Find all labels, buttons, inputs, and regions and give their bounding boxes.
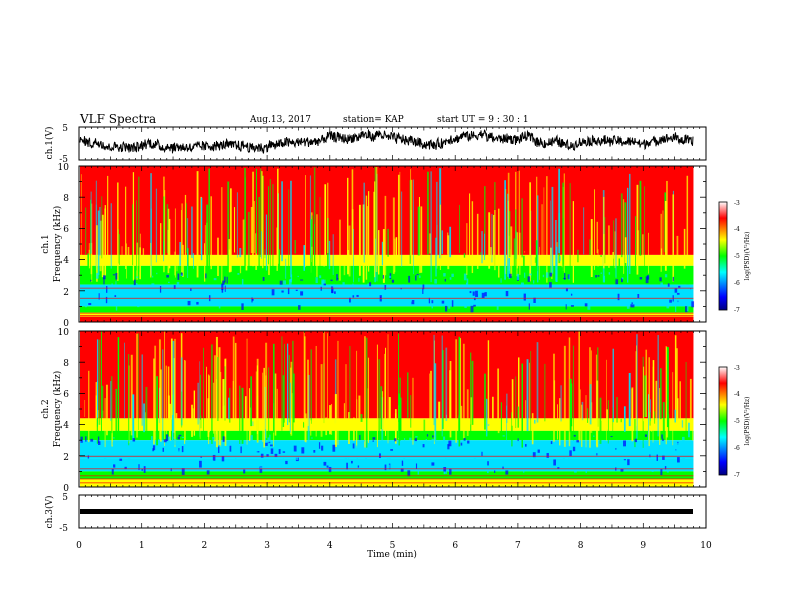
start-time-label: start UT = 9 : 30 : 1 <box>437 115 529 125</box>
spec2-ytick-8: 8 <box>63 359 69 369</box>
ch3-ytick-top: 5 <box>62 493 68 503</box>
ch3-ytick-bottom: -5 <box>59 524 68 534</box>
cb2-label: log(PSD)(V²/Hz) <box>744 397 751 446</box>
ch1-spectrogram-plot <box>80 166 695 322</box>
spec1-ytick-6: 6 <box>63 225 69 235</box>
ch1-waveform-trace <box>79 129 694 154</box>
xtick-8: 8 <box>578 541 584 551</box>
xtick-10: 10 <box>700 541 712 551</box>
spec1-ylabel-frequency: Frequency (kHz) <box>52 206 63 283</box>
ch3-waveform-trace <box>80 509 693 514</box>
cb2-tick-m5: -5 <box>734 418 740 425</box>
spec2-ylabel-frequency: Frequency (kHz) <box>52 371 63 448</box>
spec1-ytick-4: 4 <box>63 256 69 266</box>
ch3-ylabel: ch.3(V) <box>44 496 55 529</box>
spec1-ytick-0: 0 <box>63 319 69 329</box>
date-label: Aug.13, 2017 <box>250 115 311 125</box>
spec1-ylabel-channel: ch.1 <box>41 234 51 253</box>
xtick-3: 3 <box>264 541 270 551</box>
cb1-label: log(PSD)(V²/Hz) <box>744 232 751 281</box>
xtick-0: 0 <box>76 541 82 551</box>
ch2-spectrogram-plot <box>80 331 694 487</box>
spec2-ytick-6: 6 <box>63 390 69 400</box>
xtick-9: 9 <box>640 541 646 551</box>
xtick-5: 5 <box>390 541 396 551</box>
cb2-tick-m7: -7 <box>734 472 740 479</box>
axis-ticks <box>78 127 707 528</box>
cb2-tick-m6: -6 <box>734 445 740 452</box>
colorbar-2 <box>718 366 728 476</box>
spec2-ylabel-channel: ch.2 <box>41 399 51 418</box>
xtick-1: 1 <box>139 541 145 551</box>
xtick-6: 6 <box>452 541 458 551</box>
xtick-2: 2 <box>202 541 208 551</box>
xtick-7: 7 <box>515 541 521 551</box>
cb2-tick-m4: -4 <box>734 391 740 398</box>
cb1-tick-m7: -7 <box>734 307 740 314</box>
x-tick-labels: 0 1 2 3 4 5 6 7 8 9 10 <box>76 541 712 551</box>
spec2-ytick-4: 4 <box>63 421 69 431</box>
station-label: station= KAP <box>343 115 404 125</box>
x-axis-label: Time (min) <box>367 549 417 560</box>
cb1-tick-m4: -4 <box>734 226 740 233</box>
spec1-ytick-2: 2 <box>63 288 69 298</box>
spec1-ytick-8: 8 <box>63 194 69 204</box>
ch1-ylabel: ch.1(V) <box>44 127 55 160</box>
cb1-tick-m6: -6 <box>734 280 740 287</box>
cb1-tick-m3: -3 <box>734 200 740 207</box>
colorbar-1 <box>718 201 728 311</box>
ch1-ytick-bottom: -5 <box>59 155 68 165</box>
spec2-ytick-2: 2 <box>63 453 69 463</box>
ch1-ytick-top: 5 <box>62 124 68 134</box>
cb1-tick-m5: -5 <box>734 253 740 260</box>
cb2-tick-m3: -3 <box>734 365 740 372</box>
spec2-ytick-0: 0 <box>63 484 69 494</box>
spec1-ytick-10: 10 <box>58 163 70 173</box>
xtick-4: 4 <box>327 541 333 551</box>
chart-title: VLF Spectra <box>80 112 157 126</box>
spec2-ytick-10: 10 <box>58 328 70 338</box>
